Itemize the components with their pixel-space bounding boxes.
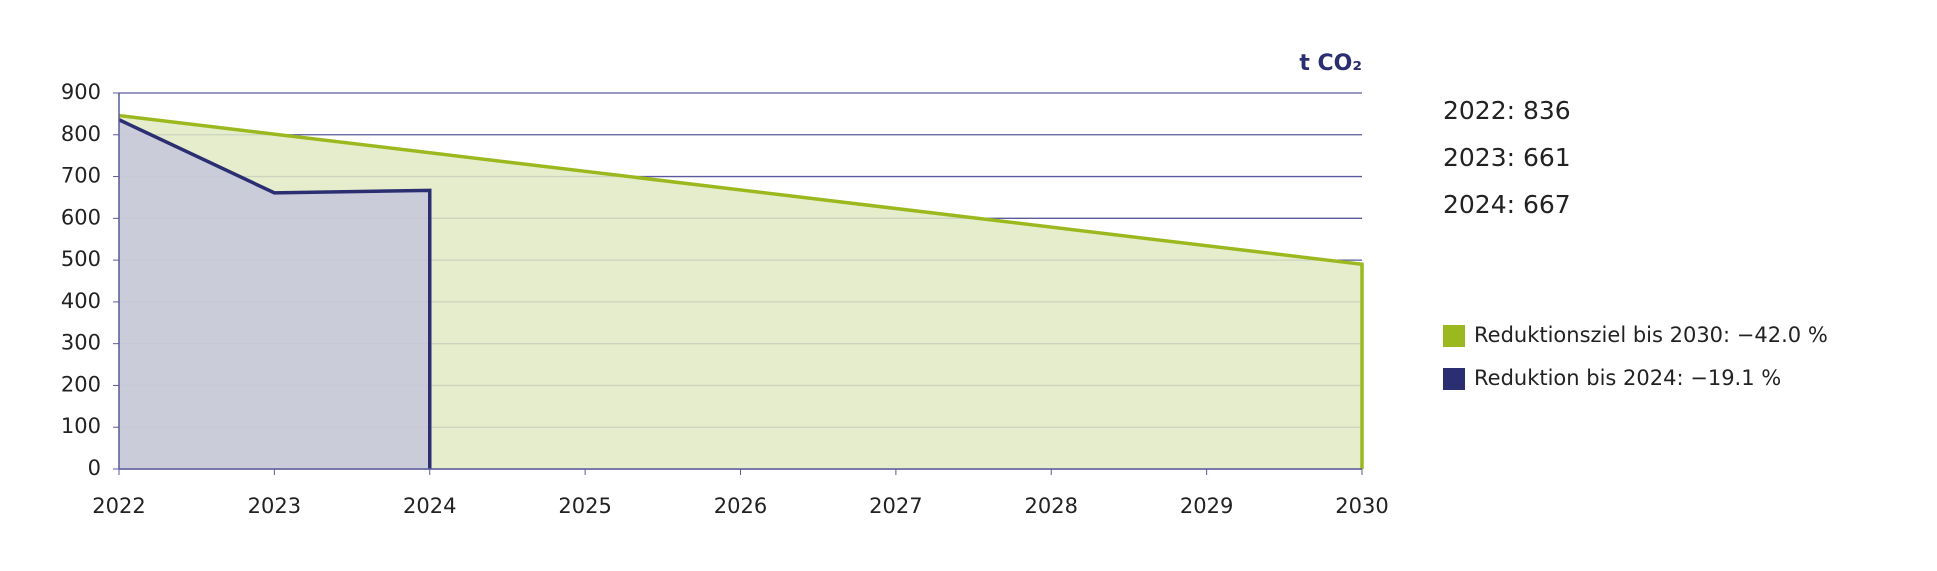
y-tick-label: 600 [61,205,101,229]
area-line [118,118,432,469]
annotation: 2022: 836 [1443,96,1571,125]
x-tick-label: 2028 [1025,494,1078,518]
y-tick-label: 700 [61,164,101,188]
y-tick-label: 500 [61,247,101,271]
y-tick-label: 800 [61,122,101,146]
legend-label: Reduktion bis 2024: −19.1 % [1474,366,1781,390]
x-tick-label: 2022 [92,494,145,518]
area-line [118,113,1364,469]
annotation: 2023: 661 [1443,143,1571,172]
y-tick-label: 400 [61,289,101,313]
x-tick-label: 2024 [403,494,456,518]
y-tick-label: 200 [61,372,101,396]
legend-swatch [1443,368,1465,390]
x-tick-label: 2030 [1335,494,1388,518]
unit-label: t CO₂ [1299,51,1362,76]
annotation: 2024: 667 [1443,190,1571,219]
legend-swatch [1443,325,1465,347]
x-tick-label: 2023 [248,494,301,518]
y-tick-label: 900 [61,80,101,104]
x-tick-label: 2027 [869,494,922,518]
x-tick-label: 2025 [558,494,611,518]
y-tick-label: 0 [88,456,101,480]
x-tick-label: 2029 [1180,494,1233,518]
legend-label: Reduktionsziel bis 2030: −42.0 % [1474,323,1828,347]
y-tick-label: 300 [61,331,101,355]
x-tick-label: 2026 [714,494,767,518]
y-tick-label: 100 [61,414,101,438]
area [119,119,430,469]
